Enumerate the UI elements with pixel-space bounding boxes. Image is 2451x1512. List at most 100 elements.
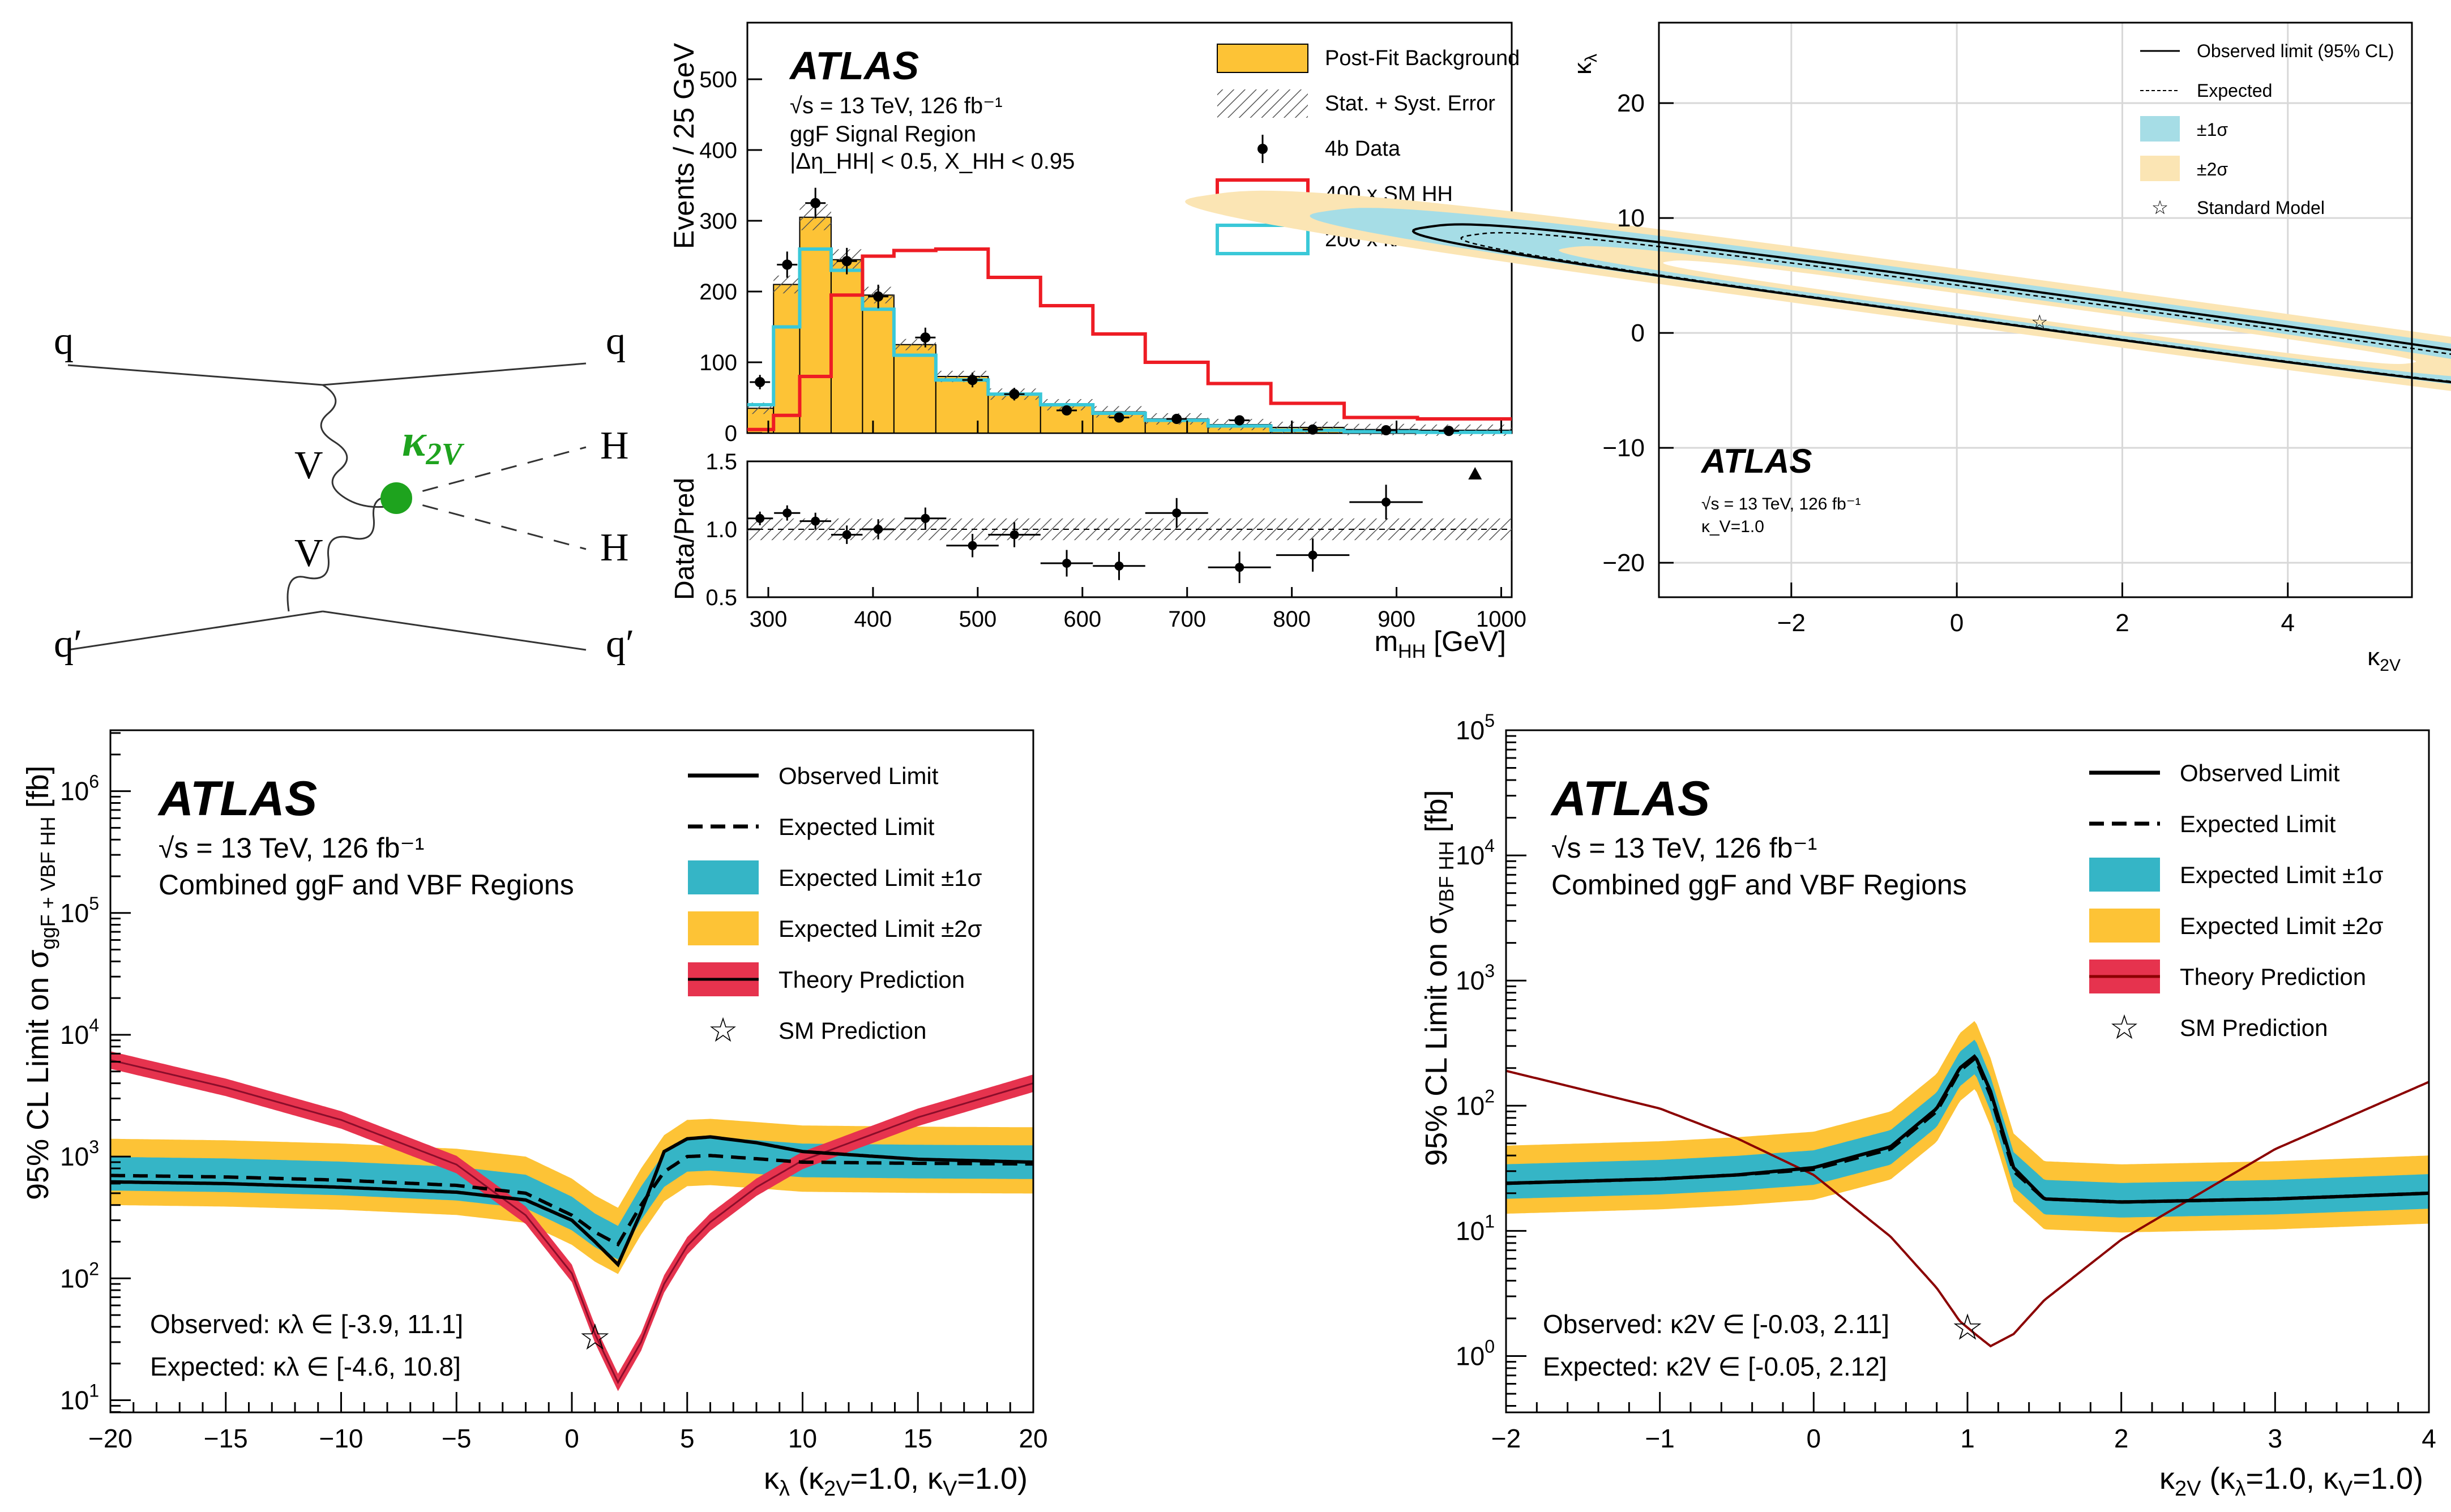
legend-band2-swatch bbox=[2140, 156, 2180, 181]
v-top-label: V bbox=[294, 444, 323, 487]
observed-limit-line bbox=[1505, 1054, 2429, 1204]
legend-bkg-swatch bbox=[1217, 44, 1308, 73]
x-tick-label: 4 bbox=[2281, 609, 2295, 637]
background-bar bbox=[935, 376, 989, 434]
quark-line-bottom-out bbox=[322, 610, 587, 651]
higgs-line-bottom bbox=[396, 497, 587, 550]
x-tick-label: 600 bbox=[1063, 607, 1101, 632]
x-tick-label: 500 bbox=[959, 607, 996, 632]
data-point bbox=[841, 256, 852, 267]
legend-exp-label: Expected Limit bbox=[778, 813, 935, 840]
ratio-y-tick-label: 1.5 bbox=[705, 449, 737, 474]
ratio-y-tick-label: 0.5 bbox=[705, 585, 737, 610]
legend-obs-label: Observed Limit bbox=[2180, 760, 2340, 786]
ratio-point bbox=[1010, 530, 1019, 539]
y-tick-label: 300 bbox=[699, 209, 737, 234]
klambda-xlabel: κλ (κ2V=1.0, κV=1.0) bbox=[764, 1462, 1028, 1501]
sm-star: ☆ bbox=[579, 1317, 611, 1357]
legend-sm-star: ☆ bbox=[708, 1011, 738, 1049]
sm-hh-signal-line bbox=[747, 247, 1512, 431]
x-tick-label: −2 bbox=[1491, 1424, 1521, 1453]
x-tick-label: 900 bbox=[1378, 607, 1415, 632]
feynman-diagram: q q q′ q′ V V H H κ2V bbox=[54, 319, 634, 666]
y-tick-label: 105 bbox=[60, 893, 99, 928]
data-point bbox=[873, 291, 884, 302]
data-point bbox=[1381, 425, 1392, 435]
legend-bkg-label: Post-Fit Background bbox=[1325, 46, 1520, 70]
background-bar bbox=[830, 259, 863, 434]
legend-sm-label: SM Prediction bbox=[2180, 1014, 2328, 1041]
legend-band1-label: Expected Limit ±1σ bbox=[778, 864, 982, 891]
contour-frame bbox=[1658, 22, 2413, 598]
y-tick-label: 100 bbox=[1456, 1337, 1495, 1371]
legend-exp-label: Expected Limit bbox=[2180, 811, 2336, 837]
higgs-line-top bbox=[396, 446, 587, 499]
legend-theory-label: Theory Prediction bbox=[2180, 963, 2366, 990]
legend-band1-swatch bbox=[2089, 858, 2160, 892]
y-tick-label: 20 bbox=[1617, 89, 1645, 117]
k2v-legend: Observed Limit Expected Limit Expected L… bbox=[2089, 760, 2384, 1046]
legend-band1-swatch bbox=[2140, 116, 2180, 142]
band-1sigma bbox=[1506, 1039, 2429, 1218]
x-tick-label: 800 bbox=[1273, 607, 1311, 632]
background-bar bbox=[773, 284, 801, 434]
ratio-point bbox=[921, 513, 930, 523]
klambda-text-line-2: Combined ggF and VBF Regions bbox=[159, 869, 574, 901]
sm-star: ☆ bbox=[2031, 311, 2048, 333]
legend-err-label: Stat. + Syst. Error bbox=[1325, 92, 1495, 115]
legend-band2-swatch bbox=[2089, 909, 2160, 943]
x-tick-label: 2 bbox=[2114, 1424, 2129, 1453]
contour-atlas: ATLAS bbox=[1700, 442, 1812, 480]
x-tick-label: 0 bbox=[1807, 1424, 1821, 1453]
contour-text-line-1: √s = 13 TeV, 126 fb⁻¹ bbox=[1701, 495, 1861, 513]
data-point bbox=[1234, 415, 1245, 426]
klambda-atlas: ATLAS bbox=[157, 772, 317, 826]
theory-line bbox=[1505, 1069, 2429, 1348]
legend-band1-label: ±1σ bbox=[2197, 119, 2228, 140]
x-tick-label: 2 bbox=[2115, 609, 2129, 637]
x-tick-label: −15 bbox=[204, 1424, 248, 1453]
y-tick-label: 105 bbox=[1456, 710, 1495, 745]
data-point bbox=[920, 332, 931, 343]
x-tick-label: 300 bbox=[750, 607, 788, 632]
data-point bbox=[1062, 405, 1072, 416]
contour-legend: Observed limit (95% CL) Expected ±1σ ±2σ… bbox=[2140, 41, 2394, 219]
h-bottom-label: H bbox=[600, 526, 629, 569]
data-point bbox=[1171, 414, 1182, 424]
ratio-point bbox=[968, 541, 977, 550]
expected-limit-line bbox=[110, 1154, 1033, 1247]
k2v-atlas: ATLAS bbox=[1550, 772, 1710, 826]
ratio-point bbox=[1062, 559, 1072, 568]
legend-sm-label: Standard Model bbox=[2197, 198, 2325, 218]
legend-band2-swatch bbox=[688, 911, 759, 945]
legend-band2-label: Expected Limit ±2σ bbox=[2180, 913, 2384, 939]
ratio-point bbox=[1114, 561, 1124, 571]
x-tick-label: −10 bbox=[319, 1424, 363, 1453]
x-tick-label: 1 bbox=[1960, 1424, 1975, 1453]
y-tick-label: 103 bbox=[60, 1137, 99, 1171]
error-band bbox=[1417, 425, 1512, 436]
q-out-label: q bbox=[606, 319, 626, 363]
q-in-label: q bbox=[54, 319, 74, 363]
data-point bbox=[1444, 426, 1455, 436]
expected-contour bbox=[1460, 232, 2451, 383]
contour-text-line-2: κ_V=1.0 bbox=[1701, 517, 1764, 536]
x-tick-label: 0 bbox=[564, 1424, 579, 1453]
k2v-text-line-2: Combined ggF and VBF Regions bbox=[1551, 869, 1967, 901]
k2v-xlabel: κ2V (κλ=1.0, κV=1.0) bbox=[2159, 1462, 2423, 1501]
contour-ylabel: κλ bbox=[1569, 54, 1601, 75]
background-bar bbox=[893, 344, 936, 434]
y-tick-label: 0 bbox=[725, 421, 737, 446]
ratio-point bbox=[1308, 550, 1318, 560]
mhh-marks: 300 400 500 600 700 800 900 1000 0 100 200 300 400 50… bbox=[699, 67, 1526, 632]
y-tick-label: 400 bbox=[699, 138, 737, 163]
y-tick-label: 500 bbox=[699, 67, 737, 92]
data-point bbox=[810, 198, 821, 208]
legend-band1-label: Expected Limit ±1σ bbox=[2180, 862, 2384, 888]
v-bottom-label: V bbox=[294, 532, 323, 575]
data-point bbox=[782, 259, 793, 270]
x-tick-label: 3 bbox=[2268, 1424, 2283, 1453]
